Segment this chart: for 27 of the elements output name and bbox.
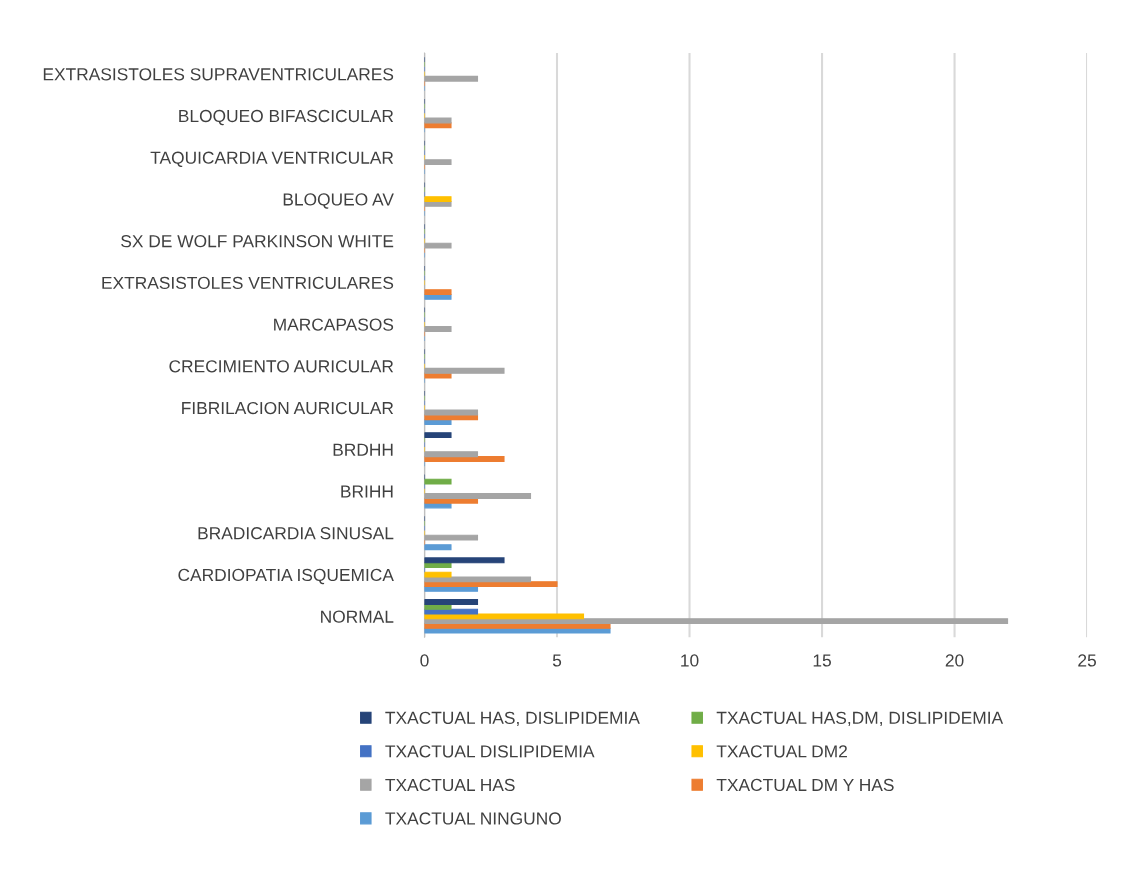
x-tick-label: 25 <box>1078 654 1096 667</box>
legend-label: TXACTUAL NINGUNO <box>385 812 561 825</box>
y-tick-label: BLOQUEO BIFASCICULAR <box>179 109 394 126</box>
legend-label: TXACTUAL DM2 <box>716 745 847 758</box>
x-tick-label: 5 <box>552 654 562 667</box>
x-tick-label: 10 <box>681 654 699 667</box>
y-tick-label: EXTRASISTOLES SUPRAVENTRICULARES <box>43 68 394 81</box>
legend-label: TXACTUAL HAS, DISLIPIDEMIA <box>385 711 640 727</box>
y-tick-label: BRADICARDIA SINUSAL <box>198 527 394 540</box>
y-tick-label: SX DE WOLF PARKINSON WHITE <box>121 235 394 248</box>
legend-label: TXACTUAL HAS,DM, DISLIPIDEMIA <box>716 711 1004 727</box>
y-tick-label: BLOQUEO AV <box>283 193 394 209</box>
x-tick-label: 15 <box>813 654 831 667</box>
y-tick-label: BRDHH <box>333 443 393 456</box>
y-tick-label: CARDIOPATIA ISQUEMICA <box>178 568 394 585</box>
x-tick-label: 20 <box>945 654 964 667</box>
y-tick-label: MARCAPASOS <box>274 318 394 331</box>
y-tick-label: FIBRILACION AURICULAR <box>182 401 394 415</box>
x-tick-label: 0 <box>420 654 429 667</box>
legend-label: TXACTUAL HAS <box>385 778 515 792</box>
y-tick-label: NORMAL <box>321 610 394 623</box>
legend-label: TXACTUAL DISLIPIDEMIA <box>385 745 595 758</box>
y-tick-label: BRIHH <box>341 485 393 498</box>
legend-label: TXACTUAL DM Y HAS <box>716 778 894 792</box>
y-tick-label: TAQUICARDIA VENTRICULAR <box>150 151 394 167</box>
y-tick-label: CRECIMIENTO AURICULAR <box>169 360 394 373</box>
y-tick-label: EXTRASISTOLES VENTRICULARES <box>102 276 394 290</box>
